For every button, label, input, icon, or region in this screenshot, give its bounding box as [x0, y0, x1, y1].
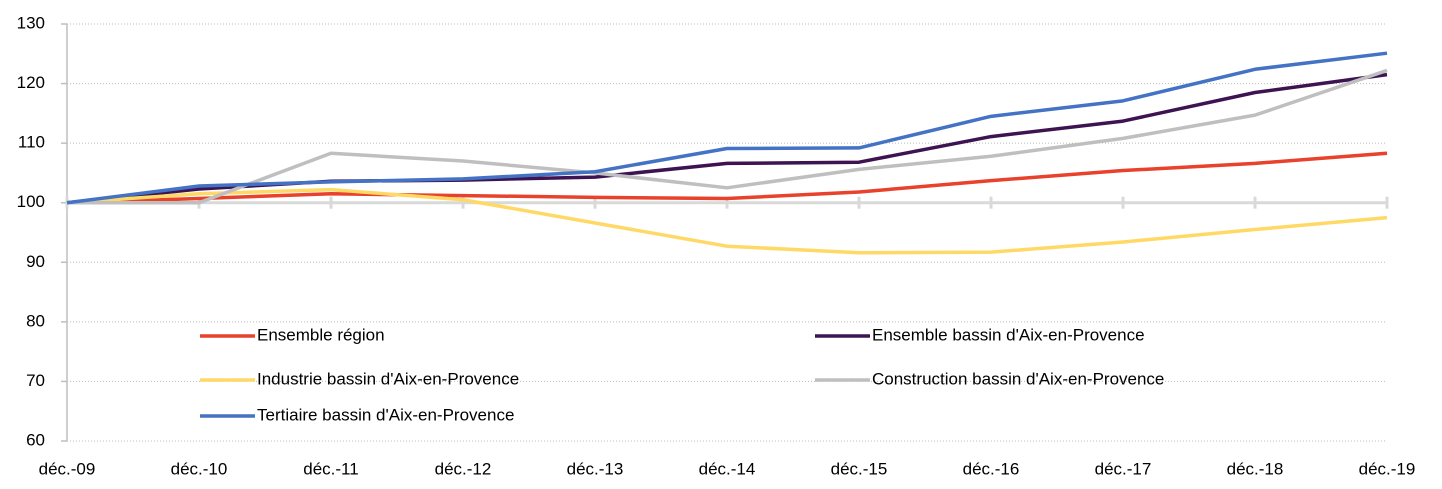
- y-tick-label: 130: [17, 13, 45, 32]
- x-tick-label: déc.-14: [699, 459, 756, 478]
- series-line: [66, 51, 1388, 205]
- legend-label: Construction bassin d'Aix-en-Provence: [872, 369, 1164, 388]
- legend-label: Ensemble région: [257, 325, 385, 344]
- legend-label: Industrie bassin d'Aix-en-Provence: [257, 369, 519, 388]
- y-tick-label: 60: [26, 430, 45, 449]
- x-tick-label: déc.-10: [171, 459, 228, 478]
- x-tick-label: déc.-15: [831, 459, 888, 478]
- legend-label: Tertiaire bassin d'Aix-en-Provence: [257, 405, 514, 424]
- x-tick-label: déc.-12: [435, 459, 492, 478]
- y-tick-label: 110: [18, 133, 45, 152]
- y-tick-label: 90: [26, 252, 45, 271]
- y-tick-label: 80: [26, 311, 45, 330]
- x-tick-label: déc.-16: [963, 459, 1020, 478]
- series-line: [67, 68, 1388, 205]
- y-tick-label: 120: [17, 73, 45, 92]
- series-line: [66, 151, 1388, 205]
- x-tick-label: déc.-13: [567, 459, 624, 478]
- x-tick-label: déc.-17: [1095, 459, 1152, 478]
- x-tick-label: déc.-09: [39, 459, 96, 478]
- x-tick-label: déc.-18: [1227, 459, 1284, 478]
- y-tick-label: 100: [17, 192, 45, 211]
- series-line: [66, 187, 1388, 255]
- x-tick-label: déc.-11: [303, 459, 358, 478]
- legend-label: Ensemble bassin d'Aix-en-Provence: [872, 325, 1145, 344]
- x-tick-label: déc.-19: [1359, 459, 1416, 478]
- y-tick-label: 70: [26, 371, 45, 390]
